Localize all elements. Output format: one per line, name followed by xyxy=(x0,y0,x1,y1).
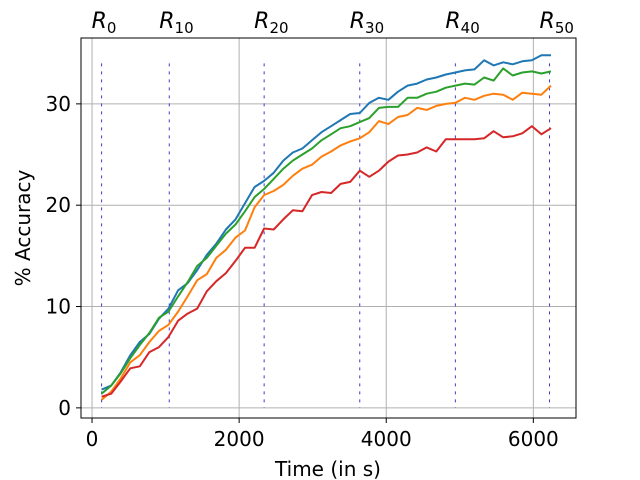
round-marker-index: 20 xyxy=(269,19,288,37)
round-marker-label: R0 xyxy=(92,9,117,37)
series-group xyxy=(100,54,552,401)
y-tick-label: 0 xyxy=(58,396,71,420)
round-marker-prefix: R xyxy=(92,9,107,34)
y-tick-label: 30 xyxy=(46,92,71,116)
round-marker-prefix: R xyxy=(159,9,174,34)
series-line-3 xyxy=(100,67,552,395)
round-marker-index: 50 xyxy=(555,19,574,37)
round-marker-label: R40 xyxy=(445,9,479,37)
x-axis-label: Time (in s) xyxy=(274,457,381,480)
round-marker-prefix: R xyxy=(350,9,365,34)
round-marker-label: R20 xyxy=(254,9,288,37)
round-marker-labels: R0 R10 R20 R30 R40 R50 xyxy=(92,9,574,37)
x-tick-label: 0 xyxy=(86,427,99,451)
round-marker-prefix: R xyxy=(540,9,555,34)
x-tick-label: 2000 xyxy=(214,427,265,451)
round-marker-index: 0 xyxy=(107,19,117,37)
series-line-2 xyxy=(100,84,552,401)
round-marker-label: R50 xyxy=(540,9,574,37)
y-axis-label: % Accuracy xyxy=(11,170,35,287)
round-marker-index: 40 xyxy=(461,19,480,37)
y-axis-ticks: 0 10 20 30 xyxy=(46,92,81,420)
round-marker-index: 30 xyxy=(365,19,384,37)
round-marker-label: R30 xyxy=(350,9,384,37)
plot-frame xyxy=(80,37,577,419)
x-tick-label: 6000 xyxy=(508,427,559,451)
grid xyxy=(81,38,576,418)
x-tick-label: 4000 xyxy=(361,427,412,451)
round-marker-prefix: R xyxy=(254,9,269,34)
y-tick-label: 20 xyxy=(46,193,71,217)
x-axis-ticks: 0 2000 4000 6000 xyxy=(86,418,559,451)
series-line-1 xyxy=(101,54,551,391)
y-tick-label: 10 xyxy=(46,295,71,319)
round-marker-index: 10 xyxy=(175,19,194,37)
round-marker-label: R10 xyxy=(159,9,193,37)
round-marker-lines xyxy=(101,63,551,408)
series-line-4 xyxy=(101,125,552,398)
round-marker-prefix: R xyxy=(445,9,460,34)
